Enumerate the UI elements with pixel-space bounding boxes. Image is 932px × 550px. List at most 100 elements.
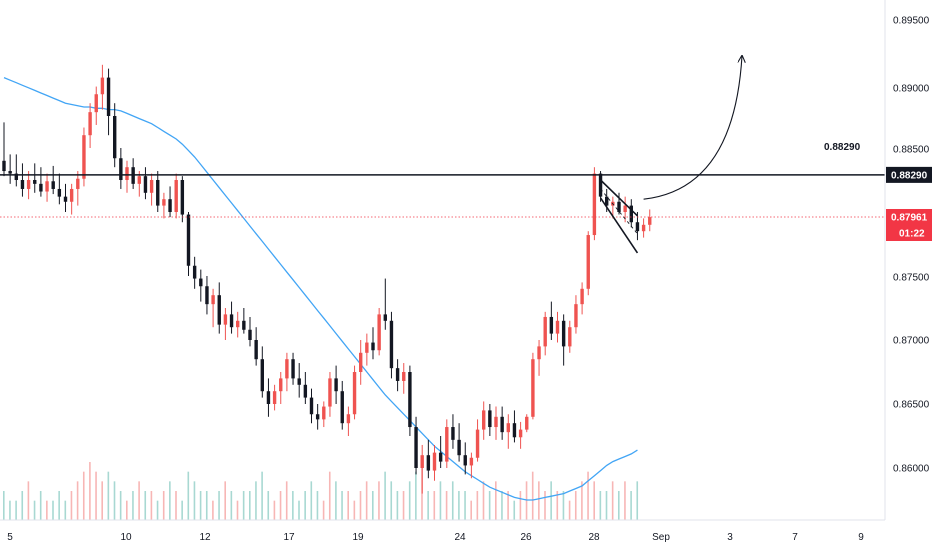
candle	[119, 148, 123, 189]
candle-body	[451, 427, 455, 440]
candle-body	[482, 410, 486, 430]
price-axis[interactable]: 0.89500 0.89000 0.88500 0.87500 0.87000 0.865…	[884, 0, 930, 520]
candle	[106, 68, 111, 136]
candle	[592, 167, 597, 241]
candle-body	[57, 188, 62, 197]
candle	[236, 311, 240, 338]
volume-bar	[470, 500, 472, 520]
candle-body	[500, 416, 504, 433]
candle	[648, 209, 652, 232]
price-tick-label: 0.87000	[893, 336, 930, 347]
volume-bar	[285, 481, 288, 520]
time-axis[interactable]: 5 10 12 17 19 24 26 28 Sep 3 7 9	[0, 519, 885, 543]
candle	[82, 127, 86, 187]
volume-bar	[21, 491, 24, 520]
candle-body	[469, 457, 474, 466]
candle-body	[137, 176, 141, 184]
candle	[63, 183, 68, 212]
volume-layer	[3, 462, 639, 520]
candle-body	[586, 235, 590, 289]
candle	[389, 311, 394, 379]
candle-body	[537, 346, 541, 360]
volume-bar	[279, 491, 282, 520]
candle-body	[82, 135, 86, 179]
candle-body	[192, 265, 197, 279]
candle	[254, 327, 258, 366]
candle-body	[88, 112, 92, 136]
volume-bar	[636, 481, 639, 520]
candle-body	[143, 176, 148, 193]
volume-bar	[341, 491, 343, 520]
candle-body	[39, 183, 43, 192]
candle-body	[119, 158, 123, 180]
volume-bar	[15, 500, 17, 520]
volume-bar	[310, 481, 313, 520]
volume-bar	[359, 491, 362, 520]
candle	[402, 363, 406, 394]
candle-body	[352, 372, 357, 415]
candle-body	[248, 329, 252, 340]
volume-bar	[33, 500, 36, 520]
candle-body	[229, 314, 234, 328]
candle-body	[106, 77, 111, 116]
candle-body	[420, 455, 424, 468]
candle-body	[322, 406, 326, 420]
candle	[14, 154, 18, 187]
candle-body	[525, 416, 529, 430]
candle	[131, 158, 135, 189]
volume-bar	[230, 491, 233, 520]
volume-bar	[3, 491, 5, 520]
candle-body	[69, 188, 74, 202]
volume-bar	[451, 481, 454, 520]
volume-bar	[328, 471, 331, 520]
level-annotation: 0.88290	[824, 142, 861, 153]
candle	[617, 192, 621, 215]
level-price-tag	[886, 166, 932, 183]
volume-bar	[212, 500, 214, 520]
volume-bar	[396, 491, 399, 520]
candles-layer	[2, 64, 652, 494]
volume-bar	[119, 491, 122, 520]
candle-body	[648, 217, 652, 225]
volume-bar	[9, 500, 11, 520]
candle	[272, 384, 277, 411]
volume-bar	[162, 491, 165, 520]
volume-bar	[568, 500, 571, 520]
candle	[156, 171, 160, 212]
candle	[438, 436, 443, 468]
volume-bar	[501, 491, 503, 520]
volume-bar	[445, 491, 448, 520]
candle-body	[512, 423, 517, 438]
candle-body	[63, 196, 68, 202]
volume-bar	[611, 481, 614, 520]
candle	[149, 173, 154, 206]
candle	[39, 167, 43, 197]
candle-body	[334, 378, 338, 392]
volume-bar	[150, 491, 153, 520]
candle	[242, 308, 246, 334]
candle	[229, 301, 234, 334]
candle	[199, 269, 203, 302]
candle	[94, 86, 98, 125]
candle-body	[168, 199, 172, 212]
volume-bar	[187, 471, 190, 520]
candle	[223, 308, 228, 340]
candle-body	[365, 342, 369, 353]
volume-bar	[599, 491, 602, 520]
volume-bar	[316, 491, 319, 520]
time-tick-label: 12	[199, 532, 211, 543]
candle	[57, 173, 62, 205]
channel-mid-line	[600, 188, 638, 235]
volume-bar	[27, 481, 30, 520]
drawings-layer	[599, 56, 742, 254]
candle	[414, 416, 418, 475]
volume-bar	[513, 500, 516, 520]
projection-arrow	[643, 56, 742, 200]
volume-bar	[144, 491, 147, 520]
candle-body	[51, 181, 55, 189]
candle-body	[592, 173, 597, 236]
candle	[359, 340, 363, 385]
candle-body	[359, 352, 363, 372]
candle	[211, 288, 215, 328]
